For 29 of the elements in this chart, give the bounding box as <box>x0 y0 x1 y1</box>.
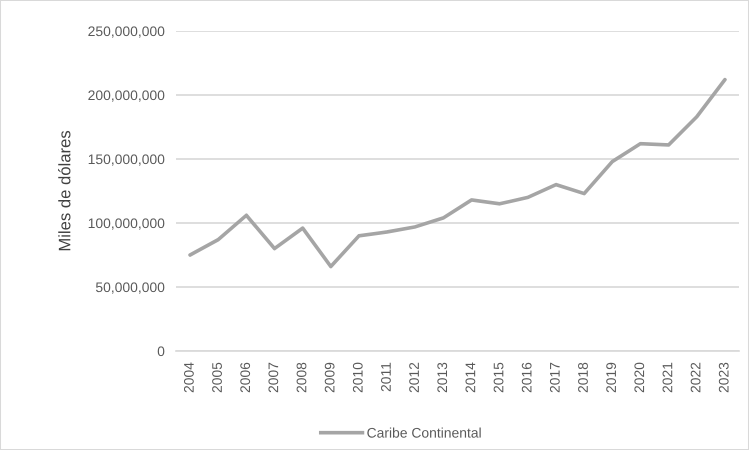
y-tick-label: 100,000,000 <box>88 218 164 230</box>
y-tick-label: 150,000,000 <box>88 154 164 166</box>
x-tick-label: 2007 <box>268 362 278 392</box>
x-tick-label: 2005 <box>212 362 222 392</box>
x-tick-label: 2013 <box>437 362 448 392</box>
y-tick-label: 0 <box>158 346 164 356</box>
x-tick-label: 2014 <box>465 362 476 392</box>
x-tick-label: 2020 <box>634 362 644 392</box>
x-tick-label: 2016 <box>522 362 532 392</box>
y-tick-label: 200,000,000 <box>88 90 164 102</box>
y-tick-label: 250,000,000 <box>88 26 164 38</box>
x-tick-label: 2004 <box>184 362 194 392</box>
x-tick-label: 2022 <box>690 362 701 392</box>
x-tick-label: 2017 <box>550 362 560 392</box>
y-tick-label: 50,000,000 <box>96 282 164 294</box>
y-axis-title: Miles de dólares <box>58 130 70 250</box>
x-tick-label: 2008 <box>296 362 306 392</box>
x-tick-label: 2023 <box>718 362 729 392</box>
x-tick-label: 2006 <box>240 362 250 392</box>
x-tick-label: 2011 <box>381 362 391 392</box>
x-tick-label: 2012 <box>409 362 420 392</box>
line-series <box>188 78 727 268</box>
x-tick-label: 2021 <box>662 362 672 392</box>
x-tick-label: 2015 <box>494 362 504 392</box>
legend-label: Caribe Continental <box>367 428 481 438</box>
x-tick-label: 2018 <box>578 362 588 392</box>
x-tick-label: 2019 <box>606 362 616 392</box>
x-tick-label: 2009 <box>324 362 335 392</box>
x-tick-label: 2010 <box>352 362 363 392</box>
